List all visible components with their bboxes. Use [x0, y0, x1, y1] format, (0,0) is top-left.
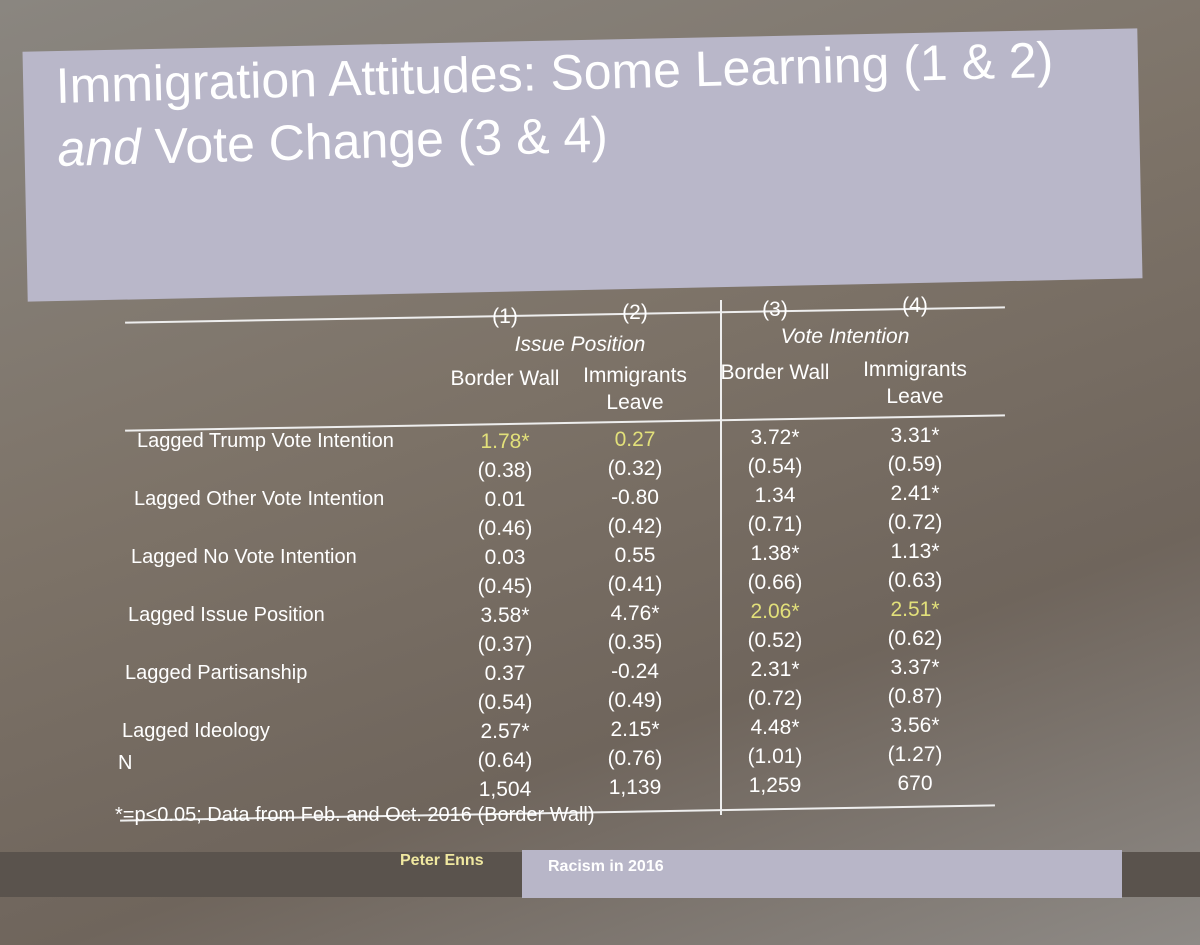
title-text: and [56, 118, 142, 177]
coefficient: 4.76* [610, 602, 660, 625]
coefficient: 3.37* [890, 656, 940, 679]
column-header: Immigrants Leave [583, 364, 687, 414]
row-label: Lagged Issue Position [128, 604, 325, 626]
coefficient: 0.37 [484, 662, 526, 685]
standard-error: (0.41) [607, 573, 663, 596]
coefficient: 2.41* [890, 482, 940, 505]
column-divider [720, 300, 722, 815]
column-number: (2) [622, 301, 648, 325]
standard-error: (0.46) [477, 517, 533, 540]
column-number: (3) [762, 297, 788, 321]
coefficient: 3.56* [890, 714, 940, 737]
coefficient: -0.24 [611, 660, 659, 683]
column-group: Issue Position [514, 333, 646, 356]
coefficient: 1.78* [480, 430, 530, 453]
column-number: (1) [492, 305, 518, 328]
standard-error: (0.32) [607, 457, 663, 480]
standard-error: (0.72) [747, 687, 803, 710]
standard-error: (0.52) [747, 629, 803, 652]
coefficient: 2.15* [610, 718, 660, 741]
standard-error: (0.71) [747, 513, 803, 536]
sample-size: 1,139 [608, 776, 662, 799]
column-header: Immigrants Leave [863, 358, 967, 408]
column-number: (4) [902, 294, 928, 318]
coefficient: 1.38* [750, 542, 800, 565]
coefficient: 2.31* [750, 658, 800, 681]
standard-error: (0.37) [477, 633, 533, 656]
standard-error: (0.87) [887, 685, 943, 708]
coefficient: 4.48* [750, 716, 800, 739]
standard-error: (0.59) [887, 453, 943, 476]
table-rule [125, 306, 1005, 324]
row-label: Lagged Partisanship [125, 662, 308, 684]
column-header: Border Wall [450, 367, 560, 390]
footer-talk: Racism in 2016 [548, 858, 664, 875]
column-group: Vote Intention [780, 325, 910, 348]
standard-error: (0.66) [747, 571, 803, 594]
standard-error: (0.76) [607, 747, 663, 770]
standard-error: (0.72) [887, 511, 943, 534]
standard-error: (0.38) [477, 459, 533, 482]
standard-error: (1.01) [747, 745, 803, 768]
standard-error: (0.64) [477, 749, 533, 772]
footer-box [522, 850, 1122, 898]
coefficient: 3.58* [480, 604, 530, 627]
row-label: Lagged Trump Vote Intention [137, 430, 394, 452]
footer-author: Peter Enns [400, 852, 484, 869]
sample-size: 1,259 [748, 774, 802, 797]
coefficient: 0.01 [484, 488, 526, 511]
title-text: Vote Change (3 & 4) [154, 106, 609, 175]
sample-size: 670 [897, 772, 933, 795]
standard-error: (0.42) [607, 515, 663, 538]
coefficient: 2.51* [890, 598, 940, 621]
standard-error: (1.27) [887, 743, 943, 766]
standard-error: (0.62) [887, 627, 943, 650]
coefficient: 0.27 [614, 428, 656, 451]
coefficient: 1.34 [754, 484, 796, 507]
standard-error: (0.35) [607, 631, 663, 654]
standard-error: (0.54) [747, 455, 803, 478]
row-label: Lagged Ideology [122, 720, 270, 742]
row-label: Lagged No Vote Intention [131, 546, 357, 568]
coefficient: 3.72* [750, 426, 800, 449]
standard-error: (0.63) [887, 569, 943, 592]
title-text: Immigration Attitudes: Some Learning (1 … [55, 31, 1054, 114]
row-label: N [118, 752, 133, 774]
coefficient: -0.80 [611, 486, 659, 509]
coefficient: 1.13* [890, 540, 940, 563]
footnote: *=p<0.05; Data from Feb. and Oct. 2016 (… [115, 804, 595, 826]
standard-error: (0.45) [477, 575, 533, 598]
standard-error: (0.49) [607, 689, 663, 712]
row-label: Lagged Other Vote Intention [134, 488, 385, 510]
coefficient: 2.06* [750, 600, 800, 623]
standard-error: (0.54) [477, 691, 533, 714]
column-header: Border Wall [720, 361, 830, 384]
coefficient: 3.31* [890, 424, 940, 447]
coefficient: 0.55 [614, 544, 656, 567]
sample-size: 1,504 [478, 778, 532, 801]
coefficient: 0.03 [484, 546, 526, 569]
coefficient: 2.57* [480, 720, 530, 743]
